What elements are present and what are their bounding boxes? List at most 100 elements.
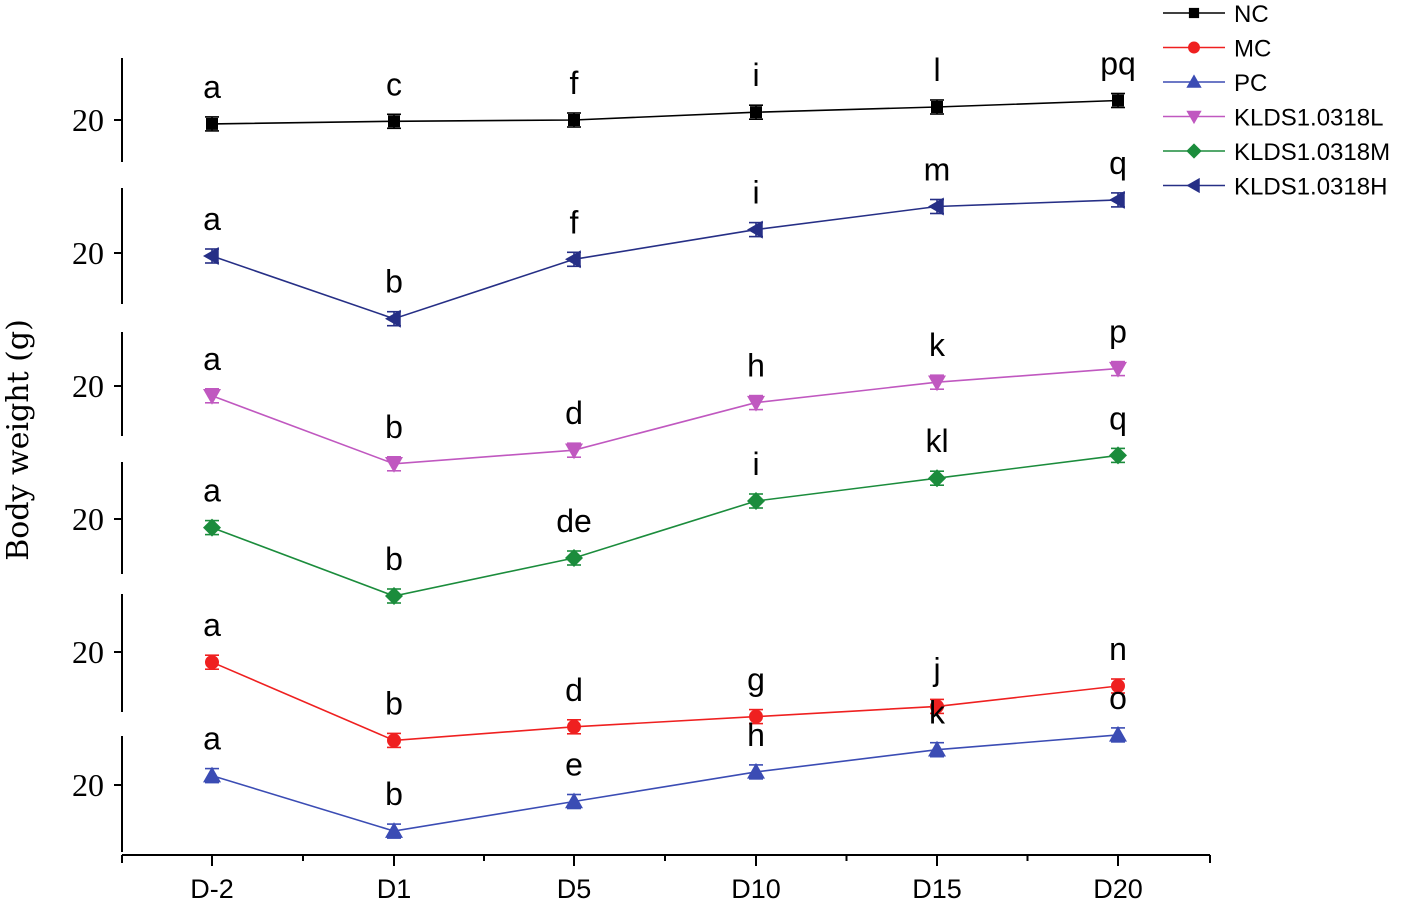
data-point-pc-1 — [385, 822, 403, 838]
significance-label-klds1-0318h-1: b — [385, 264, 403, 300]
significance-label-nc-0: a — [203, 69, 221, 105]
significance-label-klds1-0318l-4: k — [929, 327, 946, 363]
data-point-mc-5 — [1111, 679, 1125, 693]
series-line-nc — [211, 99, 1119, 125]
significance-label-klds1-0318m-4: kl — [925, 423, 948, 459]
x-tick-label-d10: D10 — [731, 874, 781, 904]
series-line-klds1-0318h — [211, 199, 1119, 320]
significance-label-klds1-0318m-5: q — [1109, 400, 1127, 436]
data-point-mc-3 — [749, 709, 763, 724]
data-point-mc-1 — [387, 733, 401, 748]
data-point-klds1-0318l-0 — [203, 389, 221, 405]
significance-label-klds1-0318l-2: d — [565, 395, 583, 431]
data-point-pc-4 — [928, 740, 946, 757]
data-point-klds1-0318m-0 — [203, 518, 221, 537]
x-tick-label-d1: D1 — [377, 874, 412, 904]
significance-label-nc-5: pq — [1100, 46, 1136, 82]
panel-nc: 20 a c f i l pq — [72, 46, 1136, 162]
significance-label-nc-3: i — [752, 57, 759, 93]
legend-marker-pc — [1186, 74, 1202, 88]
legend-label-pc: PC — [1234, 70, 1267, 97]
y-tick-label-klds1-0318l: 20 — [72, 368, 104, 404]
data-point-nc-4 — [931, 101, 943, 113]
significance-label-klds1-0318l-5: p — [1109, 314, 1127, 350]
panel-klds1-0318h: 20 a b f i m q — [72, 145, 1127, 328]
y-tick-label-mc: 20 — [72, 634, 104, 670]
significance-label-mc-3: g — [747, 662, 765, 698]
data-point-klds1-0318m-5 — [1109, 446, 1127, 465]
significance-label-klds1-0318m-1: b — [385, 541, 403, 577]
data-point-klds1-0318m-1 — [385, 587, 403, 605]
data-point-mc-4 — [930, 699, 944, 714]
data-point-nc-1 — [388, 115, 400, 128]
data-point-mc-2 — [567, 719, 581, 734]
series-line-klds1-0318m — [211, 454, 1119, 597]
legend-label-mc: MC — [1234, 36, 1271, 63]
panel-pc: 20 a b e h k o — [72, 680, 1127, 852]
significance-label-pc-5: o — [1109, 680, 1127, 716]
significance-label-mc-1: b — [385, 685, 403, 721]
significance-label-pc-2: e — [565, 747, 583, 783]
data-point-klds1-0318l-5 — [1109, 361, 1127, 378]
legend-item-pc: PC — [1163, 70, 1267, 97]
significance-label-mc-0: a — [203, 607, 221, 643]
significance-label-nc-4: l — [933, 52, 940, 88]
data-point-pc-3 — [747, 762, 765, 779]
series-line-pc — [211, 734, 1119, 832]
legend-label-nc: NC — [1234, 1, 1269, 28]
data-point-mc-0 — [205, 655, 219, 670]
y-tick-label-klds1-0318m: 20 — [72, 501, 104, 537]
data-point-pc-0 — [203, 766, 221, 783]
data-point-klds1-0318m-3 — [747, 492, 765, 510]
significance-label-pc-1: b — [385, 776, 403, 812]
legend-item-klds1-0318l: KLDS1.0318L — [1163, 105, 1383, 132]
significance-label-klds1-0318m-2: de — [556, 503, 592, 539]
legend-item-mc: MC — [1163, 36, 1271, 63]
significance-label-klds1-0318l-0: a — [203, 341, 221, 377]
data-point-klds1-0318l-2 — [565, 443, 583, 460]
significance-label-pc-4: k — [929, 695, 946, 731]
x-tick-label-d5: D5 — [557, 874, 592, 904]
significance-label-nc-1: c — [386, 66, 402, 102]
y-tick-label-nc: 20 — [72, 102, 104, 138]
data-point-klds1-0318m-2 — [565, 549, 583, 567]
data-point-klds1-0318h-3 — [747, 220, 763, 239]
legend-marker-klds1-0318h — [1186, 177, 1200, 194]
x-tick-label-d15: D15 — [912, 874, 962, 904]
data-point-klds1-0318h-1 — [385, 309, 401, 328]
data-point-nc-3 — [750, 106, 762, 119]
legend: NC MC PC KLDS1.0318L KLDS1.0318M KLDS1.0318H — [1163, 1, 1390, 201]
significance-label-nc-2: f — [570, 65, 579, 101]
data-point-nc-0 — [206, 117, 218, 130]
significance-label-klds1-0318m-0: a — [203, 473, 221, 509]
data-point-klds1-0318h-4 — [928, 197, 944, 216]
data-point-nc-5 — [1112, 94, 1124, 107]
significance-label-mc-4: j — [932, 651, 940, 687]
significance-label-klds1-0318l-1: b — [385, 409, 403, 445]
legend-marker-klds1-0318m — [1186, 143, 1202, 159]
significance-label-mc-5: n — [1109, 631, 1127, 667]
data-point-pc-2 — [565, 792, 583, 809]
significance-label-klds1-0318h-2: f — [570, 204, 579, 240]
data-point-klds1-0318h-2 — [565, 250, 581, 269]
legend-item-klds1-0318h: KLDS1.0318H — [1163, 174, 1387, 201]
series-line-klds1-0318l — [211, 367, 1119, 465]
y-tick-label-pc: 20 — [72, 767, 104, 803]
significance-label-klds1-0318h-4: m — [924, 152, 951, 188]
data-point-klds1-0318h-5 — [1109, 190, 1125, 209]
significance-label-klds1-0318l-3: h — [747, 348, 765, 384]
significance-label-klds1-0318h-0: a — [203, 201, 221, 237]
significance-label-klds1-0318m-3: i — [752, 446, 759, 482]
legend-label-klds1-0318l: KLDS1.0318L — [1234, 105, 1383, 132]
significance-label-pc-0: a — [203, 721, 221, 757]
panel-klds1-0318l: 20 a b d h k p — [72, 314, 1127, 473]
legend-item-klds1-0318m: KLDS1.0318M — [1163, 139, 1390, 166]
legend-label-klds1-0318h: KLDS1.0318H — [1234, 174, 1387, 201]
x-tick-label-d-2: D-2 — [190, 874, 234, 904]
legend-item-nc: NC — [1163, 1, 1269, 28]
significance-label-mc-2: d — [565, 672, 583, 708]
legend-label-klds1-0318m: KLDS1.0318M — [1234, 139, 1390, 166]
data-point-klds1-0318m-4 — [928, 469, 946, 488]
